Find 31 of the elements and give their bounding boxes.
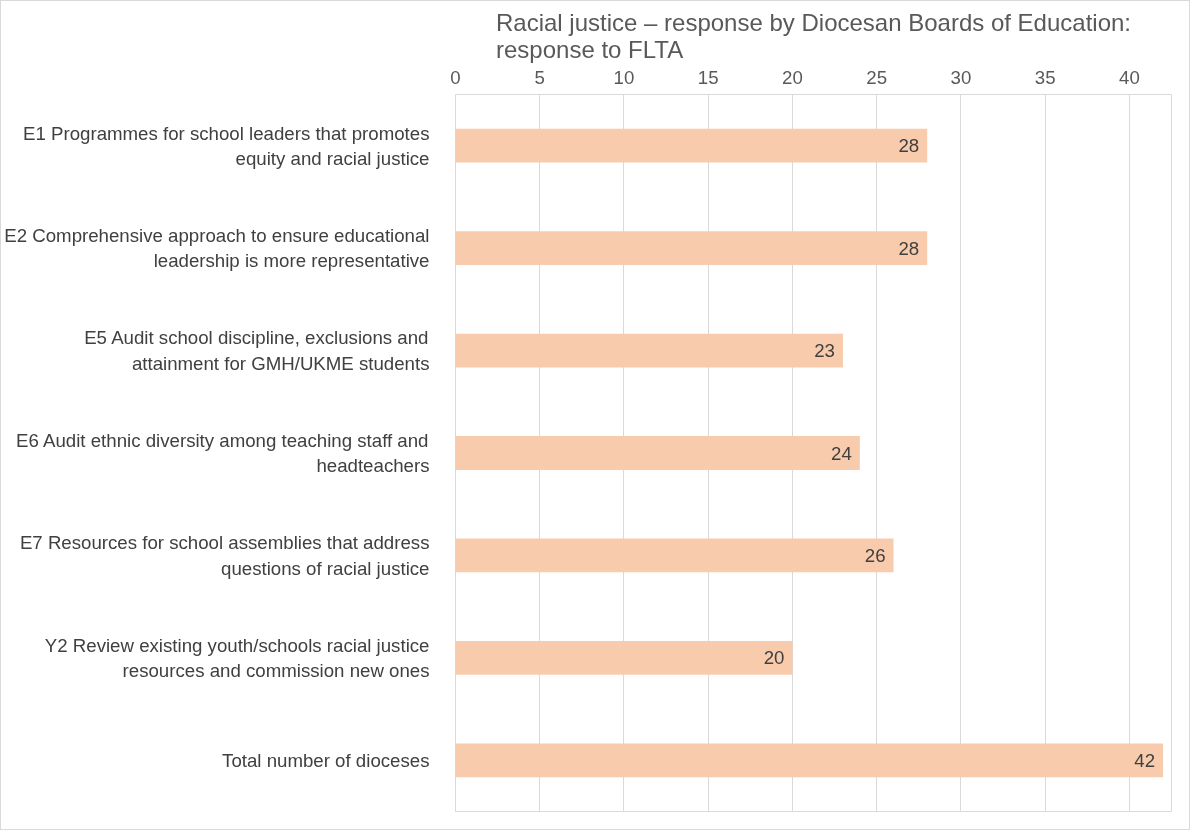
bar: [455, 128, 928, 163]
y-tick-label: Total number of dioceses: [222, 749, 430, 771]
y-tick-label: E1 Programmes for school leaders that promotes equity and racial justice: [23, 122, 430, 169]
y-tick-label: Y2 Review existing youth/schools racial justice resources and commission new ones: [44, 634, 430, 681]
bar: [455, 231, 928, 266]
data-label: 26: [864, 544, 886, 566]
data-label: 28: [898, 135, 920, 157]
data-label: 24: [831, 442, 852, 464]
y-tick-label: E7 Resources for school assemblies that address questions of racial justice: [19, 532, 430, 579]
y-tick-label: E6 Audit ethnic diversity among teaching staff and headteachers: [16, 429, 430, 477]
x-tick-label: 25: [866, 66, 888, 88]
bar: [455, 743, 1164, 778]
x-tick-label: 10: [613, 66, 635, 88]
data-label: 20: [763, 647, 785, 669]
bar: [455, 436, 860, 470]
bar: [455, 333, 843, 368]
x-tick-label: 20: [782, 66, 803, 88]
data-label: 42: [1134, 749, 1156, 771]
x-tick-label: 40: [1119, 66, 1140, 88]
x-tick-label: 35: [1034, 66, 1056, 88]
bar: [455, 640, 793, 675]
bar: [455, 538, 894, 573]
x-tick-label: 0: [450, 66, 461, 88]
y-tick-label: E5 Audit school discipline, exclusions and attainment for GMH/UKME students: [84, 327, 430, 374]
x-tick-label: 5: [534, 66, 545, 88]
y-tick-label: E2 Comprehensive approach to ensure educational leadership is more representative: [4, 225, 430, 272]
data-label: 28: [898, 237, 920, 259]
chart-title: Racial justice – response by Diocesan Boards of Education: response to FLTA: [495, 8, 1132, 63]
data-label: 23: [814, 340, 835, 362]
x-tick-label: 15: [697, 66, 719, 88]
x-tick-label: 30: [950, 66, 972, 88]
